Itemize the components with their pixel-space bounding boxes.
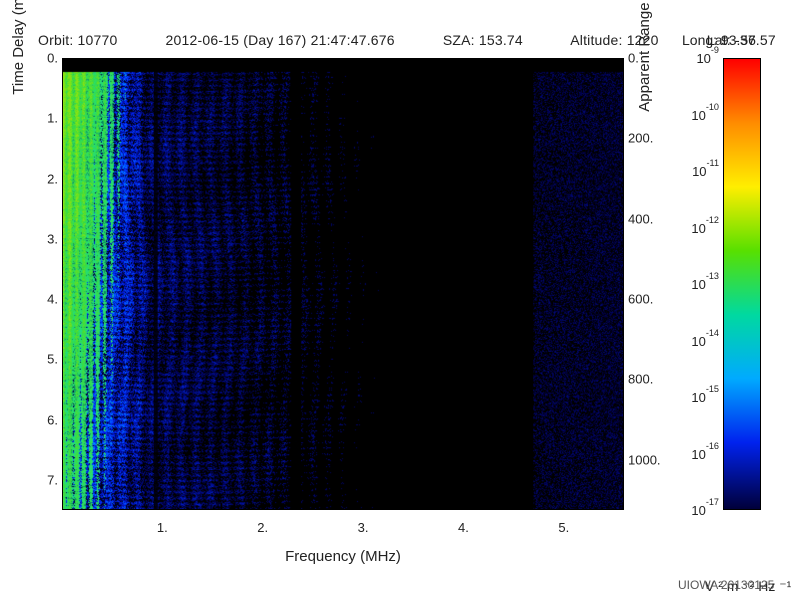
x-axis-label: Frequency (MHz) — [62, 548, 624, 565]
x-axis-tick-label: 5. — [558, 520, 569, 535]
sza-label: SZA: 153.74 — [443, 32, 545, 48]
metadata-header: Orbit: 10770 2012-06-15 (Day 167) 21:47:… — [38, 32, 658, 48]
altitude-label: Altitude: 1220 — [570, 32, 680, 48]
orbit-label: Orbit: 10770 — [38, 32, 139, 48]
colorbar-gradient — [723, 58, 761, 510]
date-label: 2012-06-15 (Day 167) 21:47:47.676 — [166, 32, 417, 48]
y2-axis-tick-label: 600. — [628, 292, 653, 307]
colorbar-tick-label: 10-10 — [691, 106, 719, 122]
credit-text: UIOWA 20130125 — [678, 578, 774, 592]
y-axis-tick-label: 2. — [47, 171, 58, 186]
y2-axis-tick-label: 400. — [628, 211, 653, 226]
spectrogram-plot[interactable] — [62, 58, 624, 510]
colorbar-tick-label: 10-9 — [696, 50, 719, 66]
x-axis-tick-label: 2. — [257, 520, 268, 535]
colorbar-tick-label: 10-12 — [691, 219, 719, 235]
y-axis-tick-label: 5. — [47, 352, 58, 367]
colorbar-tick-label: 10-14 — [691, 332, 719, 348]
y-axis-ticks: 0. 1. 2. 3. 4. 5. 6. 7. — [30, 58, 62, 510]
colorbar-tick-label: 10-17 — [691, 502, 719, 518]
colorbar-ticks: 10-9 10-10 10-11 10-12 10-13 10-14 10-15 10-16 1… — [665, 58, 721, 510]
x-axis-tick-label: 3. — [358, 520, 369, 535]
x-axis-tick-label: 1. — [157, 520, 168, 535]
x-axis-ticks: 1. 2. 3. 4. 5. — [62, 510, 624, 540]
colorbar-tick-label: 10-11 — [692, 163, 719, 179]
colorbar-tick-label: 10-16 — [691, 445, 719, 461]
y-axis-tick-label: 4. — [47, 292, 58, 307]
y2-axis-tick-label: 0. — [628, 51, 639, 66]
y-axis-tick-label: 0. — [47, 51, 58, 66]
y2-axis-tick-label: 200. — [628, 131, 653, 146]
colorbar[interactable]: 10-9 10-10 10-11 10-12 10-13 10-14 10-15 10-16 1… — [723, 58, 761, 510]
y-axis-label: Time Delay (ms) — [10, 0, 27, 150]
y2-axis-tick-label: 800. — [628, 372, 653, 387]
colorbar-tick-label: 10-15 — [691, 389, 719, 405]
x-axis-tick-label: 4. — [458, 520, 469, 535]
y-axis-tick-label: 7. — [47, 472, 58, 487]
y-axis-tick-label: 3. — [47, 231, 58, 246]
colorbar-tick-label: 10-13 — [691, 276, 719, 292]
y2-axis-tick-label: 1000. — [628, 452, 661, 467]
y-axis-tick-label: 6. — [47, 412, 58, 427]
spectrogram-window: Orbit: 10770 2012-06-15 (Day 167) 21:47:… — [0, 0, 800, 600]
y-axis-tick-label: 1. — [47, 111, 58, 126]
